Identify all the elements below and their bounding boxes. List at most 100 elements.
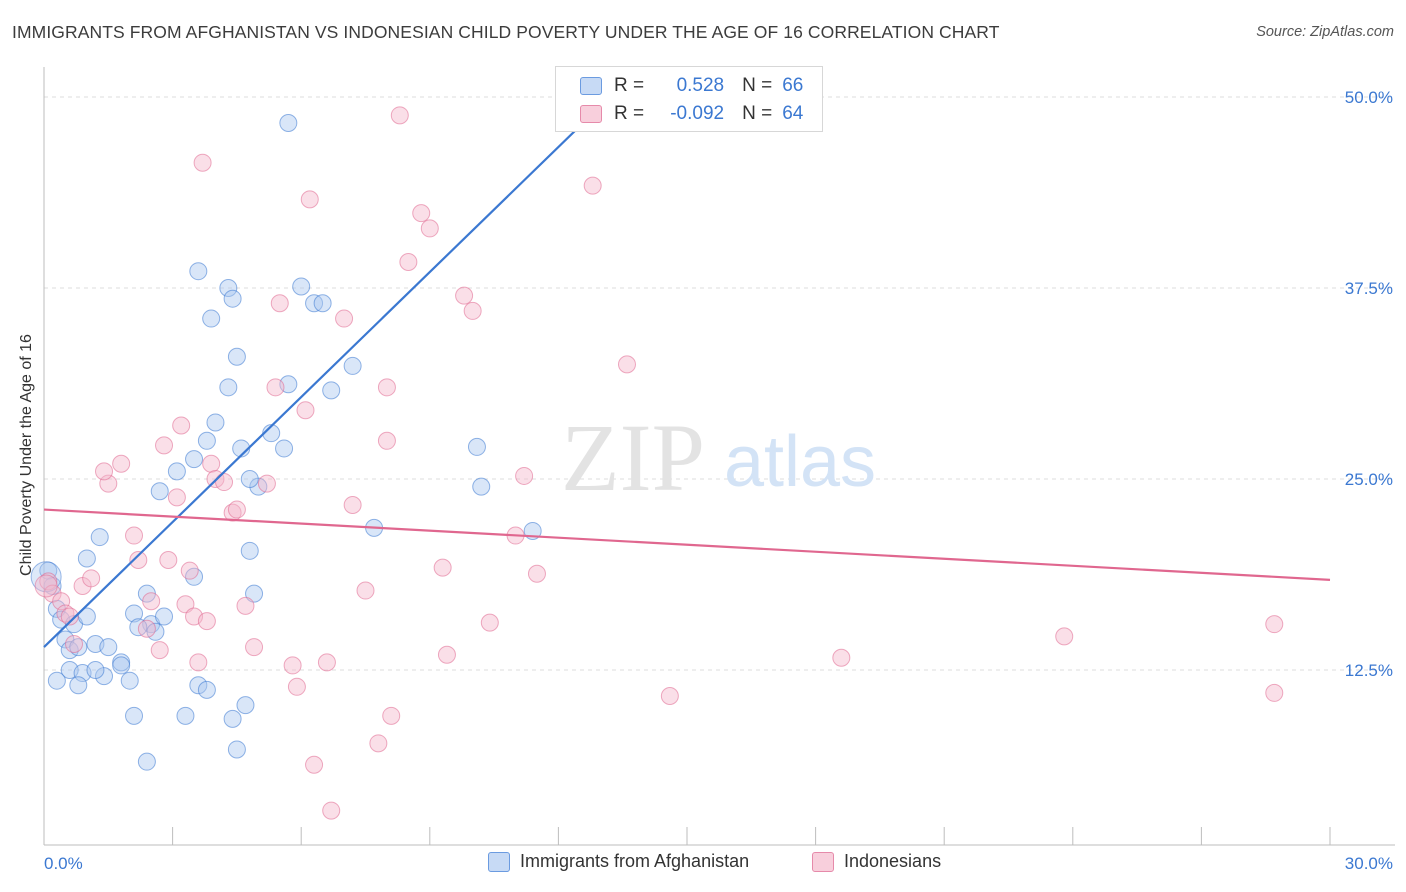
x-tick-label: 0.0% (44, 854, 83, 873)
point-afghanistan (472, 477, 491, 496)
point-indonesians (159, 550, 178, 569)
point-indonesians (455, 286, 474, 305)
point-afghanistan (197, 431, 216, 450)
point-afghanistan (189, 262, 208, 281)
point-afghanistan (150, 482, 169, 501)
point-indonesians (1055, 627, 1074, 646)
point-indonesians (335, 309, 354, 328)
point-afghanistan (240, 541, 259, 560)
point-indonesians (305, 755, 324, 774)
point-indonesians (137, 619, 156, 638)
point-indonesians (180, 561, 199, 580)
bottom-legend-label-indonesians: Indonesians (844, 851, 942, 871)
point-afghanistan (219, 378, 238, 397)
point-indonesians (412, 204, 431, 223)
point-afghanistan (176, 706, 195, 725)
point-indonesians (193, 153, 212, 172)
series-afghanistan-points (30, 113, 542, 771)
point-afghanistan (227, 347, 246, 366)
stats-legend-row-2: R = -0.092 N = 64 (580, 102, 803, 126)
point-indonesians (189, 653, 208, 672)
point-afghanistan (189, 676, 208, 695)
point-indonesians (463, 301, 482, 320)
point-indonesians (369, 734, 388, 753)
point-indonesians (287, 677, 306, 696)
point-indonesians (296, 401, 315, 420)
point-indonesians (317, 653, 336, 672)
point-afghanistan (167, 462, 186, 481)
point-indonesians (34, 574, 58, 598)
point-indonesians (399, 253, 418, 272)
trend-line-indonesians (43, 508, 1331, 581)
point-indonesians (390, 106, 409, 125)
legend-n-value-1: 66 (782, 75, 804, 96)
point-afghanistan (245, 584, 264, 603)
legend-n-value-2: 64 (782, 103, 804, 124)
legend-r-label: R = (614, 103, 645, 124)
trend-lines (43, 96, 1331, 648)
point-indonesians (197, 612, 216, 631)
point-indonesians (176, 595, 195, 614)
point-afghanistan (292, 277, 311, 296)
point-indonesians (202, 454, 221, 473)
point-afghanistan (279, 113, 298, 132)
point-indonesians (150, 641, 169, 660)
point-afghanistan (125, 706, 144, 725)
y-tick-label: 50.0% (1345, 88, 1393, 107)
y-tick-label: 37.5% (1345, 279, 1393, 298)
legend-swatch-blue (580, 77, 602, 95)
point-afghanistan (125, 604, 144, 623)
point-afghanistan (137, 752, 156, 771)
point-indonesians (270, 294, 289, 313)
point-afghanistan (86, 661, 105, 679)
point-afghanistan (77, 549, 96, 568)
point-indonesians (480, 613, 499, 632)
bottom-legend-afghanistan: Immigrants from Afghanistan (488, 851, 749, 872)
point-afghanistan (120, 671, 139, 690)
y-tick-label: 25.0% (1345, 470, 1393, 489)
point-indonesians (245, 638, 264, 657)
tick-labels: 12.5% 25.0% 37.5% 50.0% 0.0% 30.0% (44, 88, 1393, 873)
point-indonesians (266, 378, 285, 397)
point-afghanistan (30, 561, 62, 593)
point-indonesians (82, 569, 101, 588)
point-afghanistan (275, 439, 294, 458)
point-afghanistan (69, 676, 88, 695)
grid-lines (44, 96, 1395, 671)
point-indonesians (356, 581, 375, 600)
point-indonesians (420, 219, 439, 238)
point-indonesians (1265, 683, 1284, 702)
point-indonesians (167, 488, 186, 507)
point-afghanistan (236, 696, 255, 715)
watermark: ZIP atlas (561, 404, 876, 511)
point-indonesians (215, 473, 234, 492)
point-afghanistan (313, 294, 332, 313)
source-label: Source: ZipAtlas.com (1256, 24, 1394, 40)
point-indonesians (300, 190, 319, 209)
point-indonesians (527, 564, 546, 583)
point-indonesians (343, 495, 362, 514)
point-afghanistan (206, 413, 225, 432)
point-indonesians (283, 656, 302, 675)
stats-legend: R = 0.528 N = 66 R = -0.092 N = 64 (555, 66, 823, 132)
trend-line-afghanistan (43, 96, 611, 648)
point-indonesians (257, 474, 276, 493)
point-afghanistan (202, 309, 221, 328)
point-indonesians (322, 801, 341, 820)
point-indonesians (142, 592, 161, 611)
point-indonesians (382, 706, 401, 725)
stats-legend-row-1: R = 0.528 N = 66 (580, 74, 803, 98)
point-afghanistan (219, 279, 238, 297)
point-afghanistan (99, 638, 118, 657)
series-indonesians-points (34, 106, 1284, 820)
point-afghanistan (185, 450, 204, 469)
chart-title: IMMIGRANTS FROM AFGHANISTAN VS INDONESIA… (12, 22, 1000, 42)
point-indonesians (60, 607, 79, 626)
legend-n-label: N = (742, 103, 773, 124)
watermark-zip: ZIP (561, 404, 705, 511)
point-afghanistan (223, 709, 242, 728)
point-afghanistan (322, 381, 341, 400)
point-indonesians (112, 454, 131, 473)
point-indonesians (583, 176, 602, 195)
point-indonesians (377, 378, 396, 397)
